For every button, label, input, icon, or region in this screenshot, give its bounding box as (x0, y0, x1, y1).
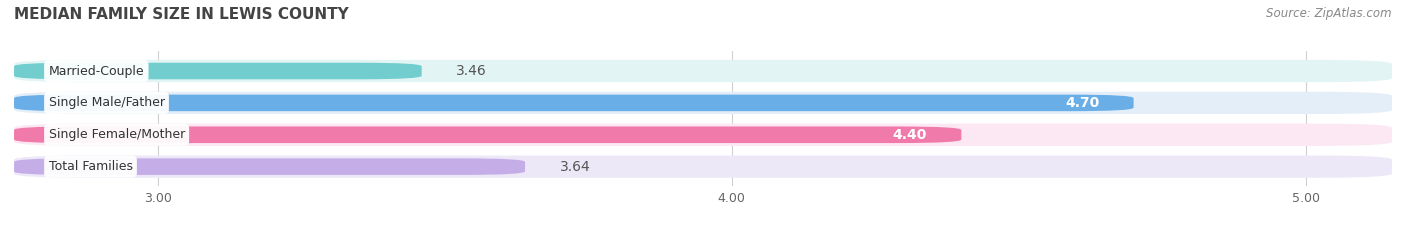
Text: 4.70: 4.70 (1064, 96, 1099, 110)
FancyBboxPatch shape (14, 92, 1392, 114)
FancyBboxPatch shape (14, 63, 422, 79)
Text: 3.46: 3.46 (456, 64, 486, 78)
Text: 3.64: 3.64 (560, 160, 591, 174)
Text: Single Female/Mother: Single Female/Mother (48, 128, 184, 141)
Text: Total Families: Total Families (48, 160, 132, 173)
Text: Single Male/Father: Single Male/Father (48, 96, 165, 110)
FancyBboxPatch shape (14, 95, 1133, 111)
FancyBboxPatch shape (14, 155, 1392, 178)
FancyBboxPatch shape (14, 60, 1392, 82)
Text: Source: ZipAtlas.com: Source: ZipAtlas.com (1267, 7, 1392, 20)
FancyBboxPatch shape (14, 127, 962, 143)
Text: MEDIAN FAMILY SIZE IN LEWIS COUNTY: MEDIAN FAMILY SIZE IN LEWIS COUNTY (14, 7, 349, 22)
Text: 4.40: 4.40 (893, 128, 927, 142)
Text: Married-Couple: Married-Couple (48, 65, 145, 78)
FancyBboxPatch shape (14, 158, 524, 175)
FancyBboxPatch shape (14, 124, 1392, 146)
